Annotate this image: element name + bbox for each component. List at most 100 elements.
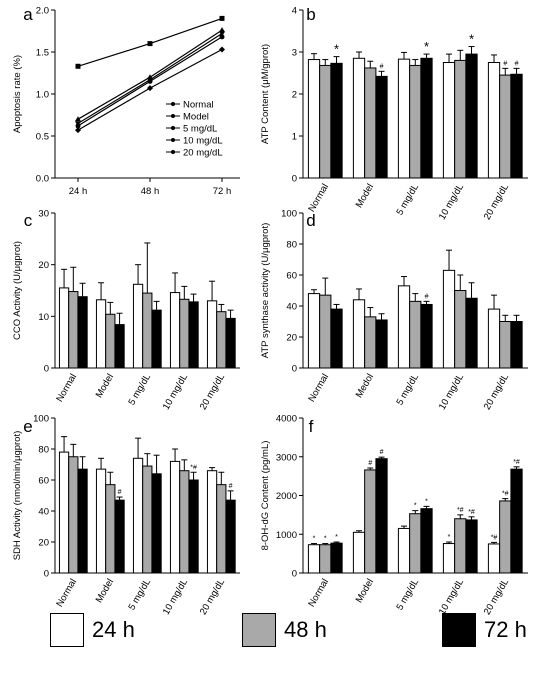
b-bar [465,53,478,179]
f-y-tick-label: 0 [292,569,297,580]
f-significance-mark: * [324,536,327,543]
c-y-tick-label: 20 [38,260,49,271]
panel-label-f: f [309,417,314,436]
d-bar [487,308,501,369]
f-bar [330,542,343,574]
c-bar [77,296,88,369]
panel-label-d: d [306,211,315,230]
f-bar [442,543,456,574]
f-significance-mark: * [425,498,428,505]
f-bar [420,508,433,574]
b-significance-mark: # [503,60,507,67]
b-bar [487,62,501,179]
b-bar [307,59,321,179]
f-bar [352,531,366,574]
e-bar [188,479,199,574]
f-significance-mark: *# [491,534,498,541]
a-y-tick-label: 0.5 [36,132,49,143]
b-y-tick-label: 0 [292,174,297,185]
a-legend-marker [171,138,175,142]
f-y-tick-label: 2000 [276,491,297,502]
b-bar [420,57,433,179]
f-bar [454,518,467,574]
f-x-tick-label: 5 mg/dL [394,577,421,612]
d-bar [510,321,523,369]
a-point [219,27,225,33]
e-y-tick-label: 40 [38,507,49,518]
f-bar [487,543,501,574]
a-point [75,116,81,122]
b-significance-mark: # [380,63,384,70]
c-bar [188,301,199,369]
e-significance-mark: # [229,483,233,490]
c-bar [142,292,153,369]
d-y-tick-label: 20 [286,333,297,344]
f-bar [307,544,321,574]
d-bar [352,299,366,369]
e-bar [132,457,144,574]
b-significance-mark: * [469,32,474,47]
b-y-tick-label: 3 [292,48,297,59]
panel-label-e: e [23,417,32,436]
a-legend-label: 5 mg/dL [183,124,217,135]
c-y-tick-label: 10 [38,312,49,323]
e-x-tick-label: Normal [54,577,79,609]
d-bar [420,303,433,369]
c-bar [132,283,144,369]
b-x-tick-label: Model [354,182,376,210]
e-bar [95,468,107,574]
f-bar [319,544,332,574]
f-significance-mark: # [380,449,384,456]
b-bar [364,67,377,179]
c-y-tick-label: 30 [38,209,49,220]
a-x-tick-label: 48 h [141,186,160,197]
f-bar [375,458,388,574]
d-bar [465,297,478,369]
f-x-tick-label: Normal [306,577,331,609]
d-bar [319,294,332,369]
a-y-tick-label: 2.0 [36,6,49,17]
d-x-tick-label: Medol [354,372,376,400]
e-bar [216,484,227,574]
b-y-tick-label: 1 [292,132,297,143]
e-bar [151,473,162,574]
f-significance-mark: *# [513,459,520,466]
a-point [147,78,153,84]
e-bar [114,499,125,574]
f-bar [409,513,422,574]
f-bar [364,469,377,574]
a-legend-marker [171,150,175,154]
f-significance-mark: * [313,536,316,543]
f-significance-mark: * [414,503,417,510]
a-point [219,31,225,37]
c-bar [151,309,162,369]
e-x-tick-label: 20 mg/dL [198,577,227,617]
b-x-tick-label: Normal [306,182,331,214]
b-bar [375,75,388,179]
a-x-tick-label: 24 h [69,186,88,197]
c-bar [206,300,218,369]
e-significance-mark: *# [190,464,197,471]
a-legend-label: 20 mg/dL [183,148,223,159]
b-bar [409,64,422,179]
c-x-tick-label: Model [94,372,116,400]
a-point [219,34,225,40]
e-bar [179,470,190,574]
f-significance-mark: * [448,534,451,541]
d-y-tick-label: 60 [286,271,297,282]
d-bar [409,300,422,369]
f-bar [499,500,512,574]
a-point [75,123,81,129]
legend-swatch-72h [442,613,476,647]
e-y-tick-label: 0 [44,569,49,580]
d-y-tick-label: 40 [286,302,297,313]
d-bar [454,290,467,369]
f-significance-mark: *# [468,509,475,516]
a-legend-label: 10 mg/dL [183,136,223,147]
f-x-tick-label: 20 mg/dL [482,577,511,617]
e-y-tick-label: 20 [38,538,49,549]
b-bar [499,74,512,179]
b-y-tick-label: 2 [292,90,297,101]
b-bar [454,59,467,179]
